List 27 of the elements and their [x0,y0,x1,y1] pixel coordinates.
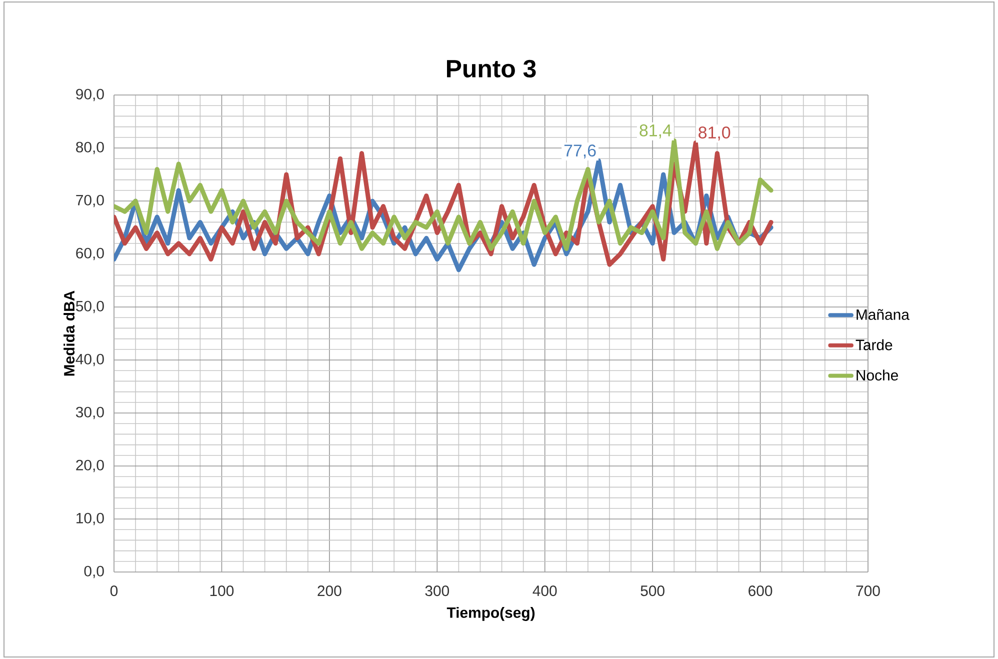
x-tick-label: 100 [210,586,234,596]
y-tick-label: 10,0 [76,512,104,526]
x-tick-label: 200 [318,586,342,596]
y-tick-label: 60,0 [76,248,104,260]
y-tick-label: 20,0 [76,460,104,472]
annotation: 77,6 [564,144,596,159]
y-tick-label: 80,0 [76,142,104,154]
legend-label: Noche [856,370,898,381]
x-axis-title: Tiempo(seg) [446,606,535,621]
y-tick-label: 90,0 [76,88,104,102]
x-tick-label: 500 [640,586,664,596]
chart-title: Punto 3 [447,60,536,78]
x-tick-label: 300 [425,586,450,596]
legend-label: Tarde [856,339,892,350]
annotation: 81,0 [698,126,730,141]
x-tick-label: 700 [856,586,880,596]
y-tick-label: 30,0 [76,406,104,420]
legend-label: Mañana [856,309,910,320]
y-tick-label: 0,0 [84,566,104,578]
y-axis-title: Medida dBA [64,290,75,376]
y-tick-label: 40,0 [76,354,104,366]
y-tick-label: 50,0 [76,300,104,314]
x-tick-label: 600 [748,586,772,596]
x-tick-label: 0 [110,586,118,596]
annotation: 81,4 [640,124,672,138]
x-tick-label: 400 [532,586,557,596]
y-tick-label: 70,0 [76,194,104,208]
